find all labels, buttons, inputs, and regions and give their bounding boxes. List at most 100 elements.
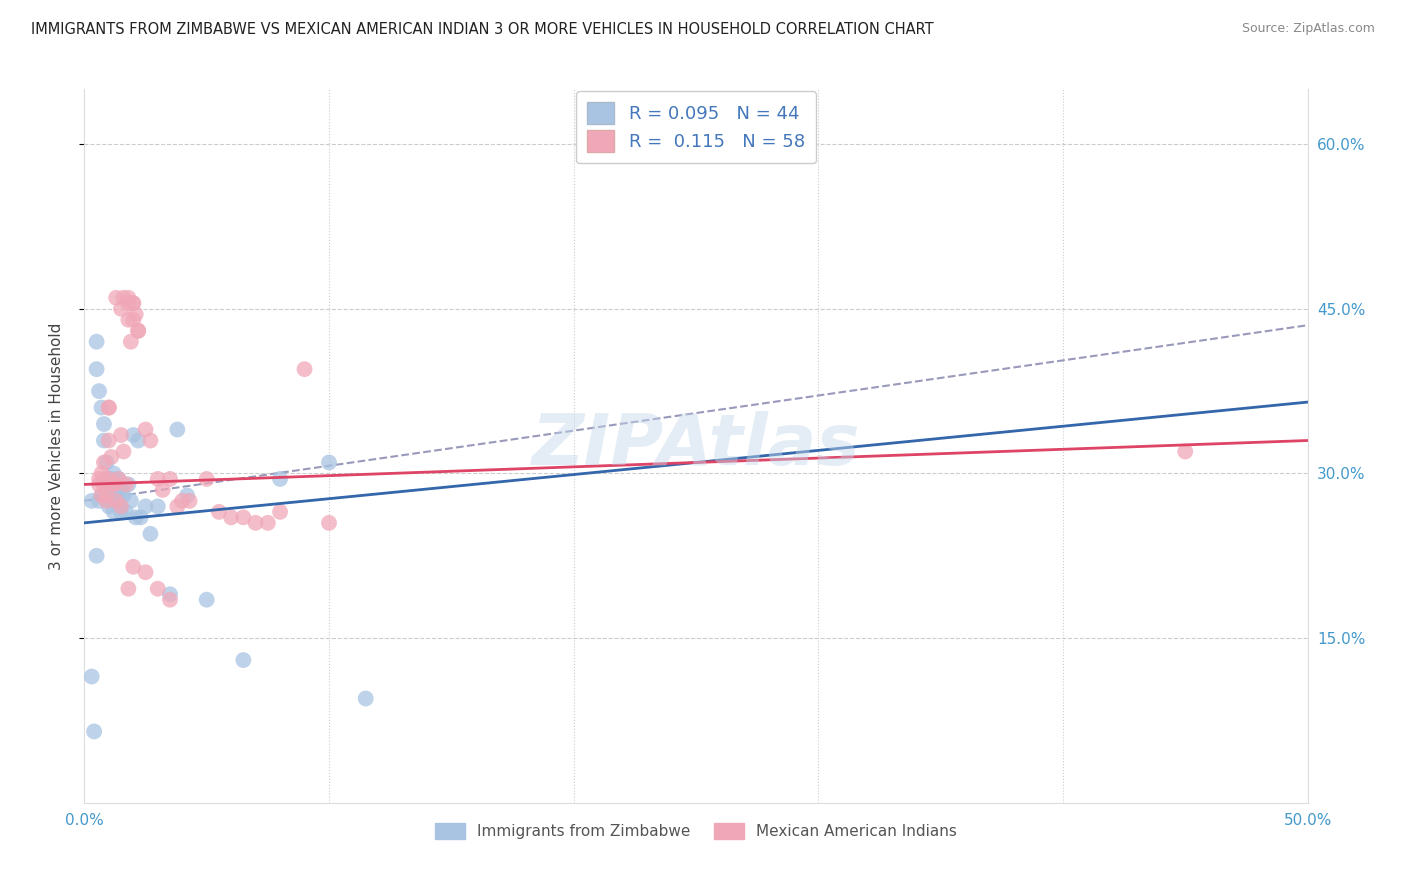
Point [90, 488, 112, 502]
Point [115, 505, 138, 519]
Point [146, 472, 169, 486]
Point [96, 455, 118, 469]
Text: IMMIGRANTS FROM ZIMBABWE VS MEXICAN AMERICAN INDIAN 3 OR MORE VEHICLES IN HOUSEH: IMMIGRANTS FROM ZIMBABWE VS MEXICAN AMER… [31, 22, 934, 37]
Point [100, 450, 122, 464]
Point [112, 488, 135, 502]
Point [90, 488, 112, 502]
Text: Source: ZipAtlas.com: Source: ZipAtlas.com [1241, 22, 1375, 36]
Point [93, 455, 115, 469]
Point [96, 494, 118, 508]
Point [159, 472, 181, 486]
Point [232, 653, 254, 667]
Point [103, 477, 125, 491]
Legend: Immigrants from Zimbabwe, Mexican American Indians: Immigrants from Zimbabwe, Mexican Americ… [429, 817, 963, 845]
Point [117, 312, 139, 326]
Point [97, 401, 120, 415]
Point [87, 494, 110, 508]
Point [294, 362, 316, 376]
Point [86, 334, 108, 349]
Point [269, 472, 291, 486]
Point [146, 582, 169, 596]
Point [87, 477, 110, 491]
Point [86, 362, 108, 376]
Point [139, 434, 162, 448]
Point [110, 428, 132, 442]
Point [105, 494, 128, 508]
Point [110, 500, 132, 514]
Y-axis label: 3 or more Vehicles in Household: 3 or more Vehicles in Household [49, 322, 63, 570]
Point [127, 324, 149, 338]
Point [97, 434, 120, 448]
Point [135, 500, 157, 514]
Point [93, 472, 115, 486]
Point [97, 483, 120, 497]
Point [318, 455, 340, 469]
Point [122, 428, 145, 442]
Point [112, 444, 135, 458]
Point [166, 500, 188, 514]
Point [146, 500, 169, 514]
Point [135, 566, 157, 580]
Point [103, 477, 125, 491]
Point [97, 500, 120, 514]
Point [125, 510, 148, 524]
Point [159, 587, 181, 601]
Point [105, 488, 128, 502]
Point [97, 401, 120, 415]
Point [96, 472, 118, 486]
Point [90, 467, 112, 481]
Point [122, 312, 145, 326]
Point [100, 472, 122, 486]
Point [107, 494, 129, 508]
Point [83, 724, 105, 739]
Point [110, 301, 132, 316]
Point [122, 559, 145, 574]
Point [117, 477, 139, 491]
Point [120, 494, 142, 508]
Point [122, 296, 145, 310]
Point [117, 296, 139, 310]
Point [100, 494, 122, 508]
Point [103, 505, 125, 519]
Point [96, 488, 118, 502]
Point [117, 291, 139, 305]
Point [110, 483, 132, 497]
Point [245, 516, 267, 530]
Point [232, 510, 254, 524]
Point [103, 467, 125, 481]
Text: ZIPAtlas: ZIPAtlas [531, 411, 860, 481]
Point [87, 384, 110, 398]
Point [115, 477, 138, 491]
Point [86, 549, 108, 563]
Point [80, 669, 103, 683]
Point [159, 592, 181, 607]
Point [257, 516, 280, 530]
Point [93, 417, 115, 431]
Point [127, 434, 149, 448]
Point [269, 505, 291, 519]
Point [139, 526, 162, 541]
Point [93, 477, 115, 491]
Point [97, 472, 120, 486]
Point [176, 488, 198, 502]
Point [1174, 444, 1197, 458]
Point [152, 483, 174, 497]
Point [120, 334, 142, 349]
Point [166, 423, 188, 437]
Point [90, 401, 112, 415]
Point [107, 472, 129, 486]
Point [122, 296, 145, 310]
Point [172, 494, 194, 508]
Point [127, 324, 149, 338]
Point [135, 423, 157, 437]
Point [354, 691, 377, 706]
Point [195, 592, 218, 607]
Point [87, 472, 110, 486]
Point [117, 582, 139, 596]
Point [107, 472, 129, 486]
Point [112, 291, 135, 305]
Point [208, 505, 231, 519]
Point [80, 494, 103, 508]
Point [179, 494, 201, 508]
Point [110, 505, 132, 519]
